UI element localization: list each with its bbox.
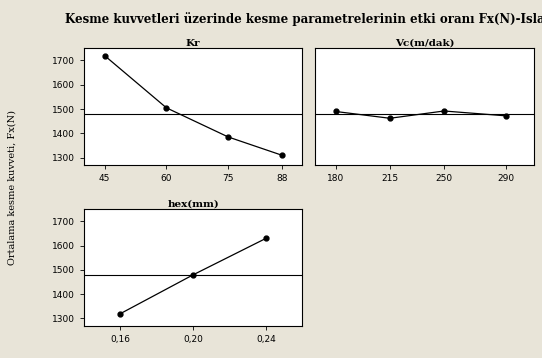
Title: Vc(m/dak): Vc(m/dak)	[395, 39, 454, 48]
Text: Ortalama kesme kuvveti, Fx(N): Ortalama kesme kuvveti, Fx(N)	[8, 111, 16, 265]
Text: Kesme kuvvetleri üzerinde kesme parametrelerinin etki oranı Fx(N)-Islak: Kesme kuvvetleri üzerinde kesme parametr…	[65, 13, 542, 26]
Title: hex(mm): hex(mm)	[167, 199, 219, 208]
Title: Kr: Kr	[186, 39, 201, 48]
